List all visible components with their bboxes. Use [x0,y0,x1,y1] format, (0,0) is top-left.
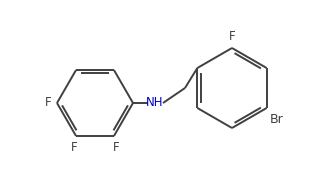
Text: F: F [71,141,77,154]
Text: F: F [45,97,52,109]
Text: F: F [113,141,119,154]
Text: Br: Br [270,113,283,126]
Text: F: F [229,30,235,43]
Text: NH: NH [146,97,164,109]
